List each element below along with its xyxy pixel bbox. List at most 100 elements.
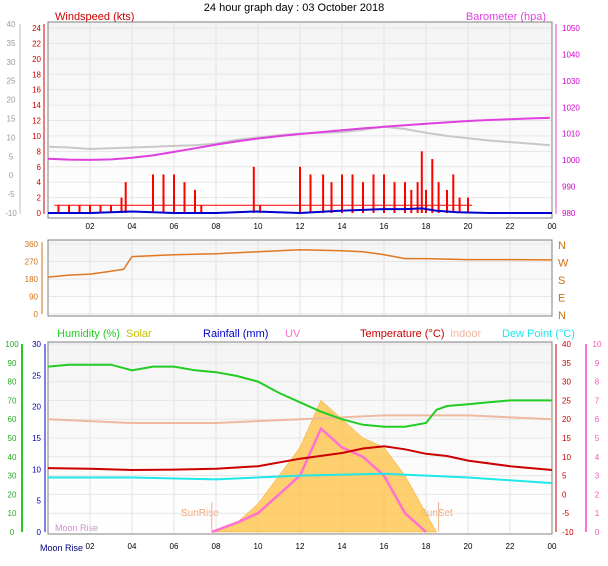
- humidity-tick-label: 50: [8, 434, 17, 443]
- baro-tick-label: 1030: [562, 77, 580, 86]
- outer-wind-tick: 20: [7, 96, 16, 105]
- compass-label: W: [558, 258, 569, 270]
- chart-title: 24 hour graph day : 03 October 2018: [204, 2, 384, 14]
- x-tick-label: 14: [338, 222, 347, 231]
- x-tick-label: 18: [422, 222, 431, 231]
- outer-wind-tick: 0: [9, 171, 14, 180]
- indoor-line: [47, 414, 553, 424]
- outer-wind-tick: 30: [7, 58, 16, 67]
- wind-tick-label: 20: [32, 55, 41, 64]
- x-tick-label: 08: [212, 542, 221, 551]
- compass-label: N: [558, 310, 566, 322]
- windspeed-axis-label: Windspeed (kts): [55, 11, 134, 23]
- indoor-label: Indoor: [450, 328, 482, 340]
- wind-tick-label: 24: [32, 24, 41, 33]
- x-tick-label: 02: [86, 222, 95, 231]
- humidity-label: Humidity (%): [57, 328, 120, 340]
- wind-tick-label: 12: [32, 117, 41, 126]
- direction-tick-label: 0: [34, 310, 39, 319]
- outer-wind-tick: -10: [5, 209, 17, 218]
- x-tick-label: 00: [548, 542, 557, 551]
- temperature-line: [47, 445, 553, 472]
- rain-tick-label: 5: [37, 497, 42, 506]
- temperature-tick-label: 25: [562, 396, 571, 405]
- wind-tick-label: 8: [37, 147, 42, 156]
- wind-tick-label: 0: [37, 209, 42, 218]
- wind-direction-line: [47, 249, 553, 278]
- rain-tick-label: 10: [32, 465, 41, 474]
- uv-tick-label: 7: [595, 396, 600, 405]
- wind-tick-label: 6: [37, 163, 42, 172]
- temperature-tick-label: 15: [562, 434, 571, 443]
- outer-wind-tick: -5: [7, 190, 15, 199]
- humidity-tick-label: 70: [8, 396, 17, 405]
- x-tick-label: 22: [506, 222, 515, 231]
- baro-tick-label: 1020: [562, 103, 580, 112]
- outer-wind-tick: 35: [7, 39, 16, 48]
- temperature-label: Temperature (°C): [360, 328, 444, 340]
- compass-label: N: [558, 240, 566, 252]
- temperature-tick-label: 30: [562, 378, 571, 387]
- x-tick-label: 18: [422, 542, 431, 551]
- humidity-tick-label: 0: [10, 528, 15, 537]
- x-tick-label: 06: [170, 222, 179, 231]
- uv-tick-label: 10: [593, 340, 602, 349]
- temperature-tick-label: 20: [562, 415, 571, 424]
- temperature-tick-label: -5: [562, 509, 570, 518]
- chart-marks: 0202040406060808101012121414161618182020…: [5, 20, 602, 551]
- x-tick-label: 08: [212, 222, 221, 231]
- wind-tick-label: 2: [37, 194, 42, 203]
- temperature-tick-label: 5: [562, 472, 567, 481]
- wind-tick-label: 18: [32, 70, 41, 79]
- rain-tick-label: 20: [32, 403, 41, 412]
- humidity-tick-label: 90: [8, 359, 17, 368]
- x-tick-label: 12: [296, 222, 305, 231]
- x-tick-label: 06: [170, 542, 179, 551]
- x-tick-label: 02: [86, 542, 95, 551]
- wind-tick-label: 10: [32, 132, 41, 141]
- x-tick-label: 00: [548, 222, 557, 231]
- uv-label: UV: [285, 328, 301, 340]
- uv-tick-label: 0: [595, 528, 600, 537]
- outer-wind-tick: 25: [7, 77, 16, 86]
- x-tick-label: 12: [296, 542, 305, 551]
- baro-tick-label: 1040: [562, 50, 580, 59]
- uv-tick-label: 6: [595, 415, 600, 424]
- temperature-tick-label: 35: [562, 359, 571, 368]
- direction-tick-label: 360: [25, 240, 39, 249]
- humidity-tick-label: 10: [8, 509, 17, 518]
- x-tick-label: 04: [128, 222, 137, 231]
- x-tick-label: 10: [254, 222, 263, 231]
- wind-low-line: [48, 207, 552, 215]
- wind-tick-label: 16: [32, 86, 41, 95]
- x-tick-label: 14: [338, 542, 347, 551]
- wind-tick-label: 22: [32, 39, 41, 48]
- temperature-tick-label: 40: [562, 340, 571, 349]
- uv-tick-label: 4: [595, 453, 600, 462]
- outer-wind-tick: 40: [7, 20, 16, 29]
- baro-tick-label: 1010: [562, 130, 580, 139]
- rainfall-label: Rainfall (mm): [203, 328, 268, 340]
- uv-tick-label: 1: [595, 509, 600, 518]
- uv-tick-label: 5: [595, 434, 600, 443]
- baro-tick-label: 1050: [562, 24, 580, 33]
- x-tick-label: 16: [380, 542, 389, 551]
- moonrise-annotation: Moon Rise: [40, 543, 83, 553]
- baro-tick-label: 1000: [562, 156, 580, 165]
- rain-tick-label: 30: [32, 340, 41, 349]
- x-tick-label: 22: [506, 542, 515, 551]
- temperature-tick-label: 0: [562, 490, 567, 499]
- x-tick-label: 10: [254, 542, 263, 551]
- baro-tick-label: 990: [562, 183, 576, 192]
- humidity-tick-label: 40: [8, 453, 17, 462]
- direction-tick-label: 270: [25, 258, 39, 267]
- temperature-tick-label: 10: [562, 453, 571, 462]
- humidity-tick-label: 80: [8, 378, 17, 387]
- x-tick-label: 20: [464, 542, 473, 551]
- humidity-tick-label: 30: [8, 472, 17, 481]
- barometer-axis-label: Barometer (hpa): [466, 11, 546, 23]
- uv-tick-label: 3: [595, 472, 600, 481]
- dewpoint-line: [48, 472, 553, 485]
- rain-tick-label: 25: [32, 371, 41, 380]
